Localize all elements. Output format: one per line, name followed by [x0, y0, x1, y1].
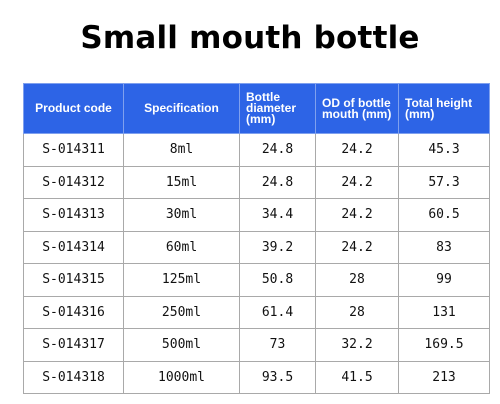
table-row: S-014318 1000ml 93.5 41.5 213 — [23, 360, 490, 394]
cell-bottle-diameter: 34.4 — [239, 198, 316, 232]
cell-od-bottle-mouth: 24.2 — [315, 133, 399, 167]
table-row: S-014316 250ml 61.4 28 131 — [23, 295, 490, 329]
cell-od-bottle-mouth: 32.2 — [315, 328, 399, 362]
cell-product-code: S-014316 — [23, 295, 124, 329]
cell-total-height: 45.3 — [398, 133, 490, 167]
cell-bottle-diameter: 39.2 — [239, 230, 316, 264]
cell-bottle-diameter: 93.5 — [239, 360, 316, 394]
cell-bottle-diameter: 73 — [239, 328, 316, 362]
cell-product-code: S-014313 — [23, 198, 124, 232]
table-row: S-014314 60ml 39.2 24.2 83 — [23, 230, 490, 264]
cell-od-bottle-mouth: 24.2 — [315, 165, 399, 199]
cell-bottle-diameter: 24.8 — [239, 165, 316, 199]
cell-od-bottle-mouth: 28 — [315, 263, 399, 297]
cell-total-height: 99 — [398, 263, 490, 297]
header-product-code: Product code — [23, 83, 124, 134]
cell-total-height: 60.5 — [398, 198, 490, 232]
cell-total-height: 213 — [398, 360, 490, 394]
cell-od-bottle-mouth: 41.5 — [315, 360, 399, 394]
cell-specification: 500ml — [123, 328, 240, 362]
table-row: S-014313 30ml 34.4 24.2 60.5 — [23, 198, 490, 232]
cell-od-bottle-mouth: 24.2 — [315, 198, 399, 232]
cell-od-bottle-mouth: 28 — [315, 295, 399, 329]
cell-specification: 15ml — [123, 165, 240, 199]
cell-specification: 1000ml — [123, 360, 240, 394]
cell-specification: 30ml — [123, 198, 240, 232]
cell-total-height: 169.5 — [398, 328, 490, 362]
table-row: S-014312 15ml 24.8 24.2 57.3 — [23, 165, 490, 199]
header-bottle-diameter: Bottle diameter (mm) — [239, 83, 316, 134]
table-row: S-014317 500ml 73 32.2 169.5 — [23, 328, 490, 362]
cell-specification: 125ml — [123, 263, 240, 297]
table-header-row: Product code Specification Bottle diamet… — [23, 83, 490, 134]
cell-product-code: S-014314 — [23, 230, 124, 264]
cell-product-code: S-014311 — [23, 133, 124, 167]
cell-bottle-diameter: 24.8 — [239, 133, 316, 167]
cell-product-code: S-014317 — [23, 328, 124, 362]
cell-total-height: 83 — [398, 230, 490, 264]
cell-total-height: 131 — [398, 295, 490, 329]
header-specification: Specification — [123, 83, 240, 134]
page-title: Small mouth bottle — [80, 20, 420, 56]
header-od-bottle-mouth: OD of bottle mouth (mm) — [315, 83, 399, 134]
table-row: S-014315 125ml 50.8 28 99 — [23, 263, 490, 297]
spec-table: Product code Specification Bottle diamet… — [23, 83, 490, 394]
cell-od-bottle-mouth: 24.2 — [315, 230, 399, 264]
cell-total-height: 57.3 — [398, 165, 490, 199]
header-total-height: Total height (mm) — [398, 83, 490, 134]
cell-bottle-diameter: 61.4 — [239, 295, 316, 329]
cell-product-code: S-014318 — [23, 360, 124, 394]
cell-bottle-diameter: 50.8 — [239, 263, 316, 297]
cell-product-code: S-014312 — [23, 165, 124, 199]
cell-specification: 8ml — [123, 133, 240, 167]
cell-product-code: S-014315 — [23, 263, 124, 297]
cell-specification: 60ml — [123, 230, 240, 264]
table-row: S-014311 8ml 24.8 24.2 45.3 — [23, 133, 490, 167]
cell-specification: 250ml — [123, 295, 240, 329]
